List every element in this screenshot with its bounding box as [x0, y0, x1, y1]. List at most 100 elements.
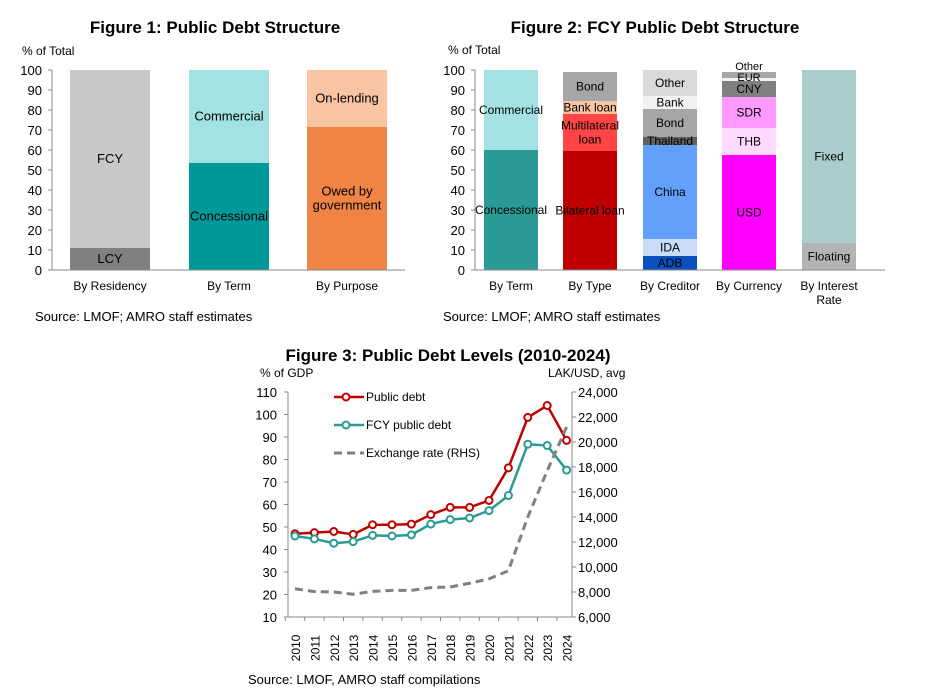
bar-segment	[643, 96, 697, 109]
segment-label: EUR	[737, 72, 760, 84]
legend-label: Public debt	[366, 390, 426, 404]
figure-3-source: Source: LMOF, AMRO staff compilations	[248, 672, 481, 687]
y-tick-label: 0	[458, 263, 465, 278]
x-tick-label: 2010	[289, 634, 303, 661]
segment-label: Other	[735, 61, 763, 73]
figure-2-ylabel: % of Total	[448, 43, 500, 57]
x-tick-label: 2014	[367, 634, 381, 661]
data-point	[290, 531, 300, 541]
data-point	[465, 513, 475, 523]
left-tick-label: 110	[256, 385, 277, 400]
data-point	[348, 537, 358, 547]
data-point	[426, 510, 436, 520]
segment-label: Concessional	[190, 209, 268, 224]
x-tick-label: 2017	[425, 634, 439, 661]
segment-label: Bilateral loan	[555, 204, 624, 218]
x-tick-label: 2023	[541, 634, 555, 661]
data-point	[368, 530, 378, 540]
segment-label: Thailand	[647, 134, 693, 148]
left-tick-label: 70	[263, 475, 277, 490]
bar-segment	[643, 145, 697, 239]
data-point	[542, 441, 552, 451]
left-tick-label: 90	[263, 430, 277, 445]
figure-1-source: Source: LMOF; AMRO staff estimates	[35, 309, 253, 324]
segment-label: USD	[736, 206, 762, 220]
data-point	[368, 520, 378, 530]
segment-label: Concessional	[475, 203, 547, 217]
x-tick-label: 2011	[308, 635, 322, 661]
legend-marker	[341, 392, 351, 402]
y-tick-label: 80	[451, 103, 465, 118]
segment-label: Floating	[808, 250, 851, 264]
y-tick-label: 100	[20, 63, 42, 78]
segment-label: THB	[737, 135, 761, 149]
segment-label: SDR	[736, 106, 762, 120]
right-tick-label: 22,000	[578, 410, 618, 425]
y-tick-label: 60	[451, 143, 465, 158]
bar-segment	[722, 78, 776, 81]
category-label: By Term	[207, 279, 251, 293]
data-point	[523, 412, 533, 422]
right-tick-label: 14,000	[578, 510, 618, 525]
bar-segment	[70, 70, 150, 248]
bar-segment	[643, 137, 697, 145]
data-point	[406, 519, 416, 529]
bar-segment	[484, 150, 538, 270]
left-tick-label: 10	[263, 610, 277, 625]
segment-label: FCY	[97, 151, 123, 166]
data-point	[387, 531, 397, 541]
x-tick-label: 2021	[502, 634, 516, 661]
category-label: By Residency	[73, 279, 146, 293]
data-point	[465, 502, 475, 512]
x-tick-label: 2016	[405, 634, 419, 661]
segment-label: Other	[655, 76, 685, 90]
left-tick-label: 50	[263, 520, 277, 535]
y-tick-label: 60	[28, 143, 42, 158]
figure-3-ylabel: % of GDP	[260, 366, 313, 380]
left-tick-label: 80	[263, 453, 277, 468]
figure-3-y2label: LAK/USD, avg	[548, 366, 625, 380]
data-point	[562, 435, 572, 445]
data-point	[329, 538, 339, 548]
bar-segment	[563, 114, 617, 151]
x-tick-label: 2020	[483, 634, 497, 661]
data-point	[445, 502, 455, 512]
x-tick-label: 2018	[444, 634, 458, 661]
figure-2-title: Figure 2: FCY Public Debt Structure	[511, 18, 800, 37]
y-tick-label: 50	[28, 163, 42, 178]
bar-segment	[722, 128, 776, 155]
data-point	[503, 463, 513, 473]
segment-label: Bank	[656, 96, 684, 110]
y-tick-label: 20	[28, 223, 42, 238]
series-line	[294, 426, 568, 596]
legend-marker	[341, 420, 351, 430]
segment-label: IDA	[660, 241, 680, 255]
category-label: By Creditor	[640, 279, 700, 293]
bar-segment	[802, 243, 856, 270]
bar-segment	[722, 155, 776, 270]
y-tick-label: 100	[443, 63, 465, 78]
figure-3-chart: 10 20 30 40 50 60 70 80 90 100 110 6,000 8,000 10,000…	[255, 385, 617, 661]
segment-label: Bank loan	[563, 101, 616, 115]
data-point	[503, 491, 513, 500]
left-tick-label: 60	[263, 498, 277, 513]
data-point	[484, 506, 494, 516]
segment-label: LCY	[97, 251, 123, 266]
bar-segment	[70, 248, 150, 270]
data-point	[406, 530, 416, 540]
figure-3-title: Figure 3: Public Debt Levels (2010-2024)	[285, 346, 610, 365]
segment-label: Commercial	[194, 109, 263, 124]
right-tick-label: 20,000	[578, 435, 618, 450]
y-tick-label: 70	[451, 123, 465, 138]
legend-label: Exchange rate (RHS)	[366, 446, 480, 460]
right-tick-label: 18,000	[578, 460, 618, 475]
segment-label: Fixed	[814, 150, 843, 164]
bar-segment	[563, 151, 617, 270]
right-tick-label: 16,000	[578, 485, 618, 500]
x-tick-label: 2012	[328, 634, 342, 661]
bar-segment	[643, 256, 697, 270]
left-tick-label: 20	[263, 588, 277, 603]
category-label: By Term	[489, 279, 533, 293]
category-label: By Interest Rate	[800, 279, 858, 307]
